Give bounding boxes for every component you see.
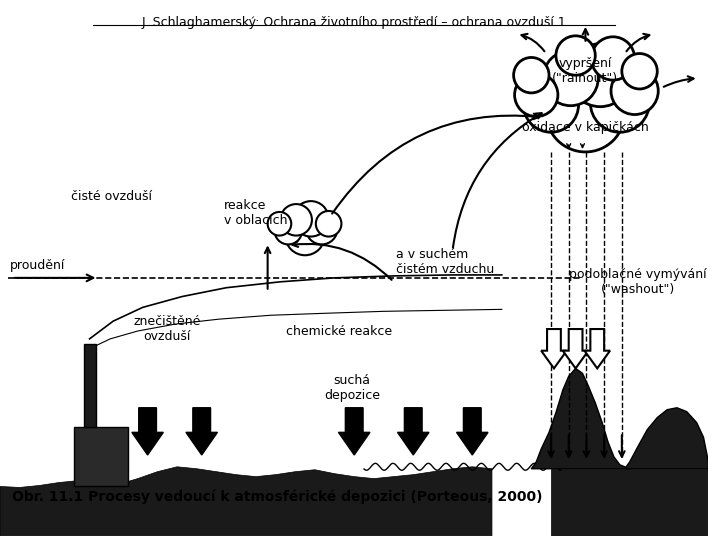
Circle shape bbox=[293, 201, 328, 237]
Polygon shape bbox=[585, 329, 610, 368]
Circle shape bbox=[316, 211, 341, 237]
Polygon shape bbox=[186, 408, 217, 455]
Circle shape bbox=[306, 213, 338, 245]
Text: proudění: proudění bbox=[10, 259, 66, 272]
Circle shape bbox=[515, 73, 558, 117]
Circle shape bbox=[274, 217, 302, 245]
Circle shape bbox=[590, 73, 649, 132]
Text: znečištěné
ovzduší: znečištěné ovzduší bbox=[134, 315, 201, 343]
Circle shape bbox=[285, 216, 325, 255]
Text: podoblačné vymývání
("washout"): podoblačné vymývání ("washout") bbox=[569, 268, 706, 296]
Polygon shape bbox=[456, 408, 488, 455]
Circle shape bbox=[268, 212, 292, 235]
Text: vypršení
("rainout"): vypršení ("rainout") bbox=[552, 57, 618, 85]
Circle shape bbox=[591, 37, 634, 80]
Circle shape bbox=[513, 57, 549, 93]
Circle shape bbox=[569, 44, 631, 107]
Text: suchá
depozice: suchá depozice bbox=[324, 374, 380, 402]
Text: chemické reakce: chemické reakce bbox=[287, 325, 392, 338]
Polygon shape bbox=[531, 368, 630, 469]
Circle shape bbox=[523, 77, 579, 132]
Polygon shape bbox=[73, 428, 128, 487]
Polygon shape bbox=[541, 329, 567, 368]
Circle shape bbox=[543, 51, 598, 106]
Circle shape bbox=[546, 73, 625, 152]
Polygon shape bbox=[338, 408, 370, 455]
Polygon shape bbox=[563, 329, 588, 368]
Circle shape bbox=[622, 53, 657, 89]
Text: a v suchém
čistém vzduchu: a v suchém čistém vzduchu bbox=[395, 248, 494, 276]
Polygon shape bbox=[0, 467, 492, 536]
Polygon shape bbox=[132, 408, 163, 455]
Polygon shape bbox=[625, 408, 708, 469]
Polygon shape bbox=[551, 469, 708, 536]
Polygon shape bbox=[397, 408, 429, 455]
Text: reakce
v oblacích: reakce v oblacích bbox=[225, 199, 288, 227]
Text: Obr. 11.1 Procesy vedoucí k atmosférické depozici (Porteous, 2000): Obr. 11.1 Procesy vedoucí k atmosférické… bbox=[12, 490, 542, 504]
Circle shape bbox=[556, 36, 595, 75]
Text: J. Schlaghamerský: Ochrana životního prostředí – ochrana ovzduší 1: J. Schlaghamerský: Ochrana životního pro… bbox=[142, 16, 567, 29]
Circle shape bbox=[611, 68, 658, 114]
Circle shape bbox=[280, 204, 312, 235]
Polygon shape bbox=[84, 344, 96, 428]
Text: oxidace v kapičkách: oxidace v kapičkách bbox=[522, 121, 649, 134]
Text: čisté ovzduší: čisté ovzduší bbox=[71, 190, 152, 202]
